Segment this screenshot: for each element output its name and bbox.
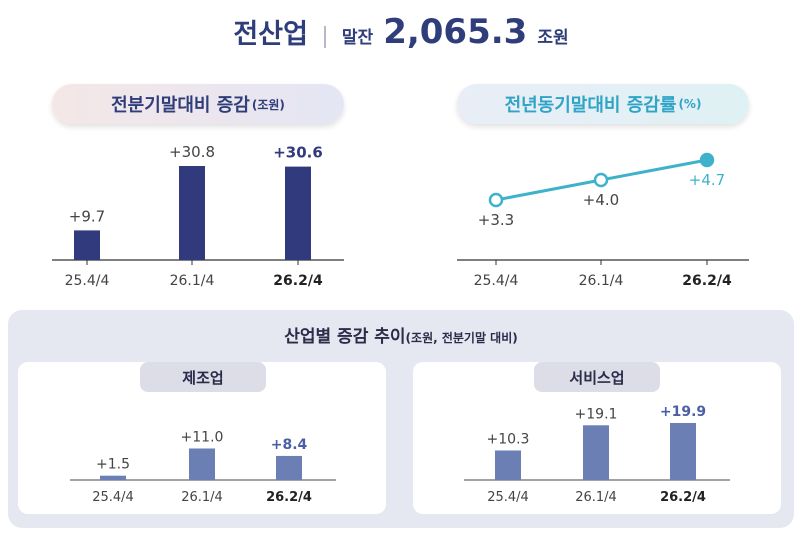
qoq-value-label: +30.6 [273,144,323,162]
qoq-category-label: 26.2/4 [273,273,323,289]
service-value-label: +19.1 [575,406,618,422]
service-category-label: 26.1/4 [575,490,617,505]
yoy-point [488,192,504,208]
yoy-rate-title: 전년동기말대비 증감률 [504,95,677,116]
manufacturing-bar [189,448,215,480]
yoy-point [593,172,609,188]
industry-panel-title: 산업별 증감 추이(조원, 전분기말 대비) [8,322,794,347]
header-title: 전산업 [233,19,308,50]
service-bar [583,425,609,480]
manufacturing-bar [276,455,302,480]
manufacturing-value-label: +8.4 [271,437,308,453]
manufacturing-value-label: +11.0 [181,429,224,445]
qoq-change-heading: 전분기말대비 증감 (조원) [52,84,344,124]
manufacturing-tab: 제조업 [140,362,266,392]
service-value-label: +19.9 [660,404,706,420]
qoq-bar [74,230,100,260]
industry-title: 산업별 증감 추이 [284,327,406,347]
yoy-rate-unit: (%) [678,97,702,111]
service-category-label: 25.4/4 [487,490,529,505]
service-tab: 서비스업 [534,362,660,392]
manufacturing-category-label: 26.1/4 [181,490,223,505]
qoq-bar [179,166,205,260]
header: 전산업 말잔 2,065.3 조원 [0,12,802,62]
qoq-change-title: 전분기말대비 증감 [111,95,250,116]
manufacturing-bar [100,475,126,480]
yoy-value-label: +4.0 [583,191,619,209]
qoq-category-label: 26.1/4 [170,273,215,289]
qoq-value-label: +9.7 [69,207,105,225]
yoy-rate-heading: 전년동기말대비 증감률 (%) [457,84,749,124]
service-bar [670,423,696,480]
service-category-label: 26.2/4 [660,490,706,505]
service-value-label: +10.3 [487,431,530,447]
yoy-category-label: 25.4/4 [474,273,519,289]
yoy-value-label: +3.3 [478,211,514,229]
qoq-bar [285,166,311,260]
manufacturing-value-label: +1.5 [96,457,130,473]
yoy-category-label: 26.2/4 [682,273,732,289]
industry-unit: (조원, 전분기말 대비) [405,331,518,345]
yoy-point [699,152,715,168]
yoy-value-label: +4.7 [689,171,725,189]
header-unit: 조원 [537,28,569,48]
header-divider [323,26,326,48]
yoy-category-label: 26.1/4 [579,273,624,289]
qoq-value-label: +30.8 [169,143,215,161]
manufacturing-category-label: 25.4/4 [92,490,134,505]
qoq-change-unit: (조원) [251,97,285,112]
manufacturing-category-label: 26.2/4 [266,490,312,505]
header-value: 2,065.3 [383,12,528,52]
qoq-category-label: 25.4/4 [65,273,110,289]
header-label: 말잔 [341,28,374,48]
service-bar [495,450,521,480]
